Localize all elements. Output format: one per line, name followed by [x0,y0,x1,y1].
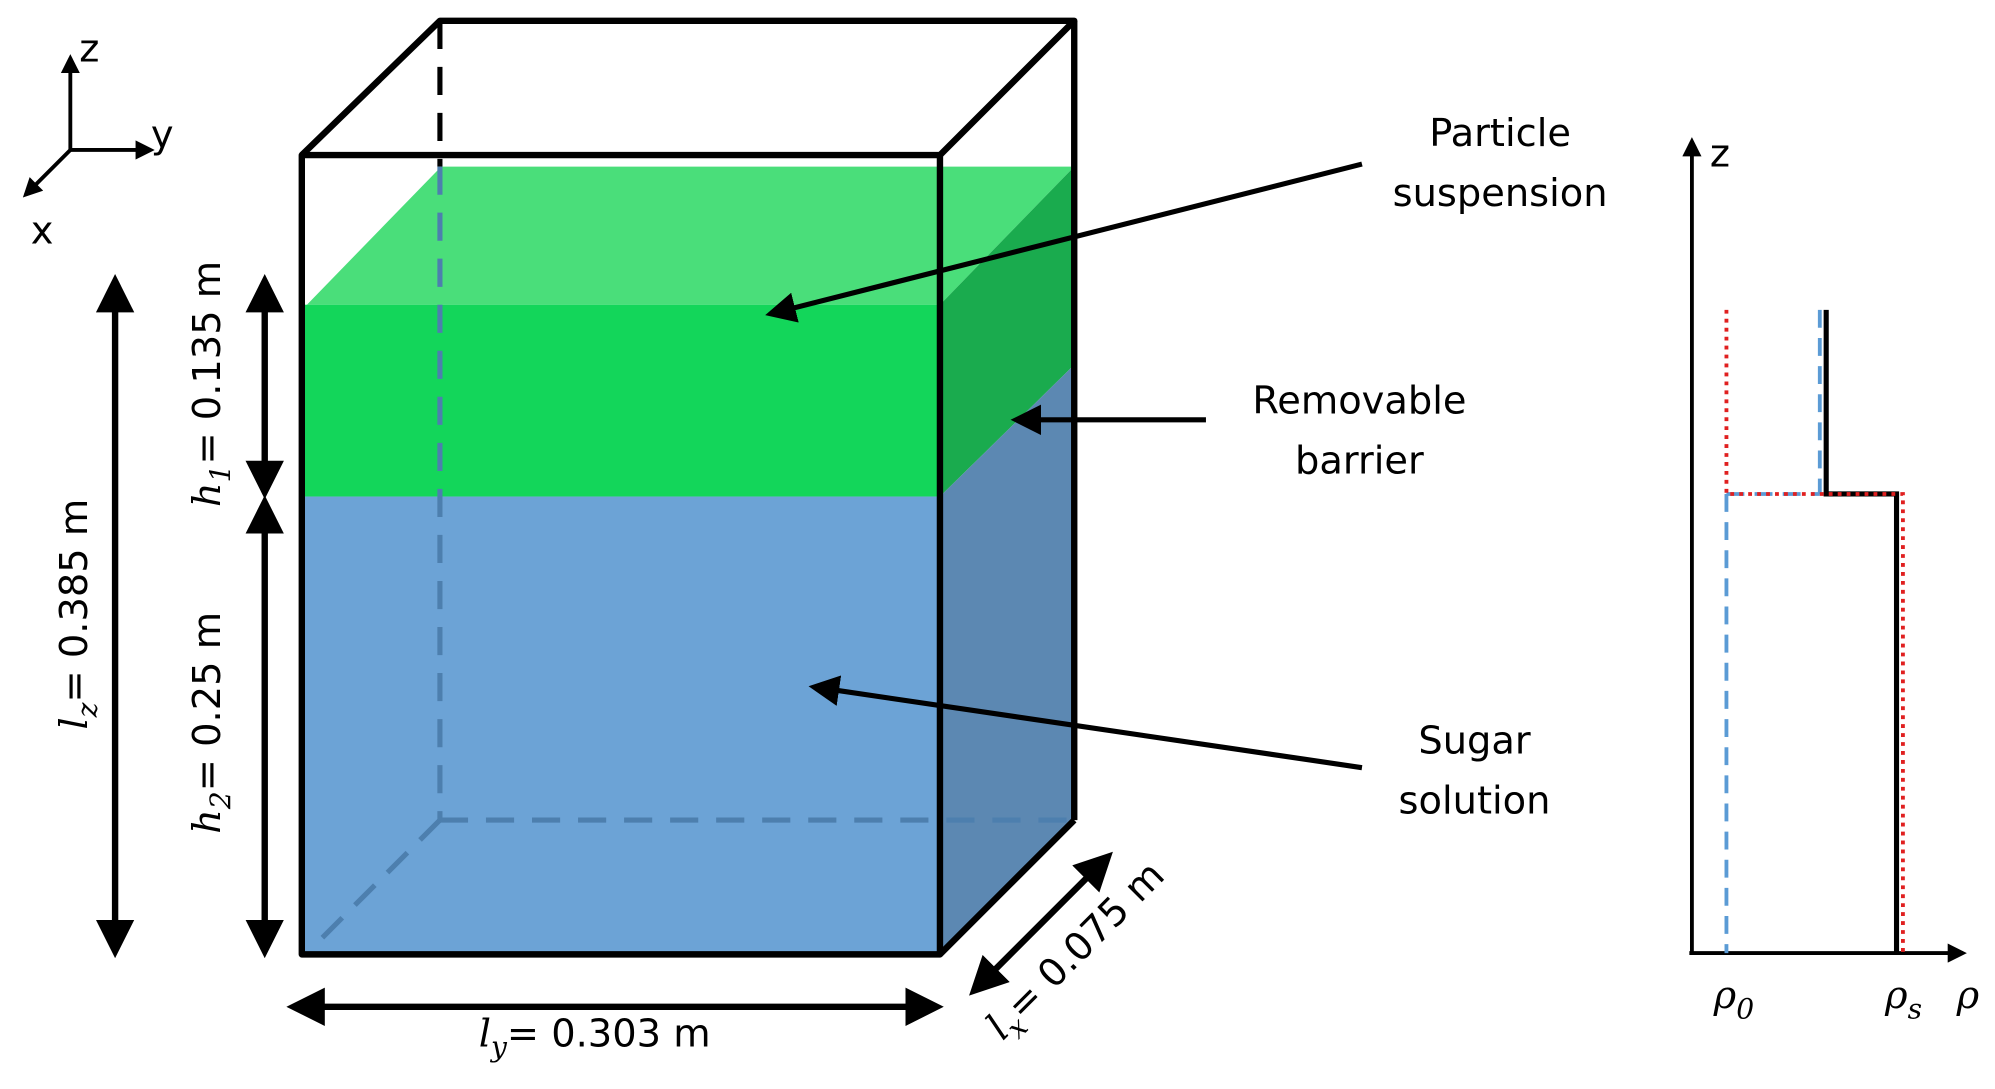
subscript: z [71,702,104,718]
suspension-front [304,304,940,497]
label: Particle [1429,111,1571,156]
dimension-arrows [95,274,1113,1026]
dimension-lz: lz= 0.385 m [52,499,104,730]
subscript: 1 [204,465,237,483]
value: = 0.25 m [185,612,230,791]
symbol: ρ [1713,973,1737,1018]
hidden-edges [317,20,1075,943]
symbol: h [185,809,230,834]
label: Removable [1252,378,1466,423]
symbol: ρ [1884,973,1908,1018]
value: = 0.303 m [507,1011,711,1056]
value: = 0.385 m [52,499,97,703]
density-profile: z ρ ρ0 ρs [1682,132,1980,1025]
triad-x: x [31,208,54,253]
rho-s: ρs [1884,973,1922,1025]
label: solution [1399,779,1551,824]
rho-0: ρ0 [1713,973,1754,1025]
profile-dashed [1724,309,1822,954]
suspension-side [939,166,1075,497]
annotation-arrows [765,161,1363,771]
solution-front [304,496,940,955]
profile-z: z [1710,132,1730,177]
symbol: l [52,717,97,729]
suspension-top [306,166,1075,305]
triad [22,54,155,198]
label: suspension [1393,171,1608,216]
symbol: l [479,1011,491,1056]
tank [298,17,1078,958]
subscript: 2 [204,791,237,810]
label: barrier [1295,439,1424,484]
profile-line [1823,309,1900,954]
profile-dotted [1724,309,1905,954]
dimension-h2: h2= 0.25 m [185,612,237,834]
solution-side [939,364,1075,955]
dimension-h1: h1= 0.135 m [185,261,237,507]
triad-z: z [79,27,99,72]
label: Sugar [1418,719,1531,764]
dimension-ly: ly= 0.303 m [479,1011,711,1063]
value: = 0.135 m [185,261,230,465]
triad-y: y [151,112,174,157]
subscript: s [1908,992,1922,1025]
profile-rho: ρ [1956,973,1980,1018]
symbol: h [185,482,230,507]
subscript: 0 [1736,992,1754,1025]
subscript: y [489,1031,508,1064]
profile-axes [1682,137,1967,963]
